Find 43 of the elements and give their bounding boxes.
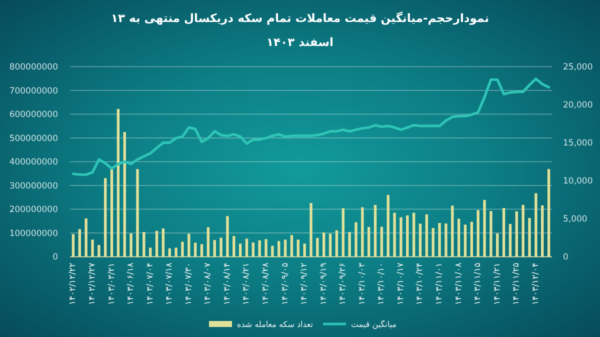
y2-tick-label: 10,000: [563, 176, 593, 187]
x-tick-label: ۱۴۰۳/۰۸/۲۱: [242, 262, 252, 305]
y-tick-label: 400000000: [9, 158, 58, 168]
x-tick-label: ۱۴۰۲/۱۲/۲۷: [87, 262, 98, 305]
x-tick-label: ۱۴۰۳/۰۷/۱۸: [164, 262, 175, 305]
x-tick-label: ۱۴۰۳/۰۹/۲۶: [338, 262, 348, 305]
x-tick-label: ۱۴۰۳/۱۰/۱۰: [376, 262, 387, 305]
x-tick-label: ۱۴۰۳/۱۱/۱۵: [473, 262, 484, 305]
x-tick-label: ۱۴۰۳/۱۱/۰۱: [434, 262, 445, 305]
x-tick-label: ۱۴۰۳/۱۱/۰۸: [454, 262, 464, 305]
x-tick-label: ۱۴۰۳/۰۹/۱۲: [300, 262, 310, 305]
x-tick-label: ۱۴۰۳/۰۷/۳۰: [184, 262, 194, 305]
x-tick-label: ۱۴۰۳/۱۱/۲۱: [492, 262, 502, 305]
y-tick-label: 700000000: [9, 86, 58, 96]
y2-tick-label: 15,000: [563, 138, 593, 149]
y-tick-label: 0: [52, 252, 58, 263]
y-tick-label: 300000000: [9, 181, 58, 192]
x-tick-label: ۱۴۰۳/۰۸/۲۸: [261, 262, 272, 305]
x-tick-label: ۱۴۰۳/۰۷/۰۴: [145, 262, 156, 305]
x-tick-label: ۱۴۰۳/۰۹/۰۵: [280, 262, 290, 305]
y-tick-label: 100000000: [9, 228, 58, 239]
x-tick-label: ۱۴۰۲/۱۲/۲۲: [68, 262, 78, 305]
y2-tick-label: 25,000: [563, 62, 593, 73]
y2-tick-label: 0: [563, 252, 568, 263]
x-tick-label: ۱۴۰۳/۰۹/۱۹: [318, 262, 329, 305]
x-tick-label: ۱۴۰۳/۰۶/۱۸: [126, 262, 136, 305]
x-tick-label: ۱۴۰۳/۰۳/۲۱: [106, 262, 117, 305]
legend-label: تعداد سکه معامله شده: [237, 320, 314, 329]
x-tick-label: ۱۴۰۳/۱۲/۰۴: [530, 262, 541, 305]
y-tick-label: 200000000: [9, 205, 58, 216]
x-tick-label: ۱۴۰۳/۱۱/۲۵: [512, 262, 522, 305]
chart-title: نمودارحجم-میانگین قیمت معاملات تمام سکه دریکسال منتهی به ۱۳ اسفند ۱۴۰۳: [110, 10, 490, 51]
legend-label: میانگین قیمت: [351, 319, 397, 329]
x-tick-label: ۱۴۰۳/۰۸/۰۷: [203, 262, 214, 305]
y-tick-label: 800000000: [9, 62, 58, 73]
y-tick-label: 600000000: [9, 110, 58, 120]
x-tick-label: ۱۴۰۳/۱۰/۰۳: [357, 262, 368, 305]
x-tick-label: ۱۴۰۳/۱۰/۲۴: [415, 262, 426, 305]
x-tick-label: ۱۴۰۳/۱۰/۱۷: [396, 262, 406, 305]
x-tick-label: ۱۴۰۳/۰۸/۱۴: [222, 262, 232, 305]
y-tick-label: 500000000: [9, 134, 58, 144]
y2-tick-label: 5,000: [563, 214, 588, 225]
y2-tick-label: 20,000: [563, 100, 593, 111]
